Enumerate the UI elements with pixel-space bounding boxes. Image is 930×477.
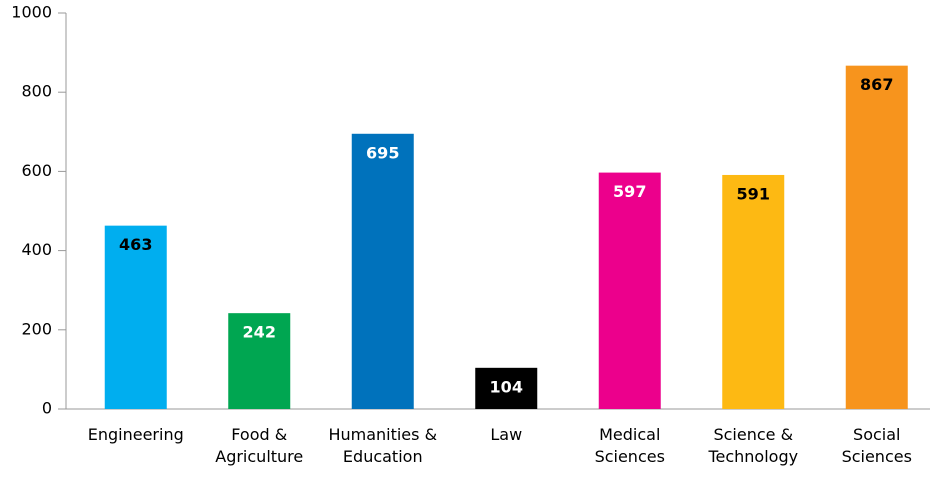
x-tick-label: Medical Sciences: [594, 425, 665, 466]
x-tick-label: Science & Technology: [708, 425, 799, 466]
x-tick-label: Humanities & Education: [328, 425, 438, 466]
value-label: 104: [490, 377, 523, 396]
y-tick-label: 800: [21, 82, 52, 101]
y-tick-label: 200: [21, 319, 52, 338]
y-tick-label: 1000: [11, 3, 52, 22]
bar: [475, 367, 538, 409]
bar: [104, 225, 167, 409]
bar: [722, 174, 785, 409]
bar: [351, 133, 414, 409]
x-tick-label: Engineering: [87, 425, 184, 444]
value-label: 597: [613, 182, 646, 201]
x-tick-label: Social Sciences: [841, 425, 912, 466]
value-label: 463: [119, 235, 152, 254]
bar: [845, 65, 908, 409]
x-tick-label: Food & Agriculture: [215, 425, 304, 466]
bar: [228, 313, 291, 409]
y-tick-label: 600: [21, 161, 52, 180]
x-tick-label: Law: [490, 425, 523, 444]
value-label: 695: [366, 143, 399, 162]
bar: [598, 172, 661, 409]
value-label: 591: [737, 184, 770, 203]
value-label: 867: [860, 75, 893, 94]
value-label: 242: [243, 323, 276, 342]
y-tick-label: 400: [21, 240, 52, 259]
y-tick-label: 0: [42, 399, 52, 418]
